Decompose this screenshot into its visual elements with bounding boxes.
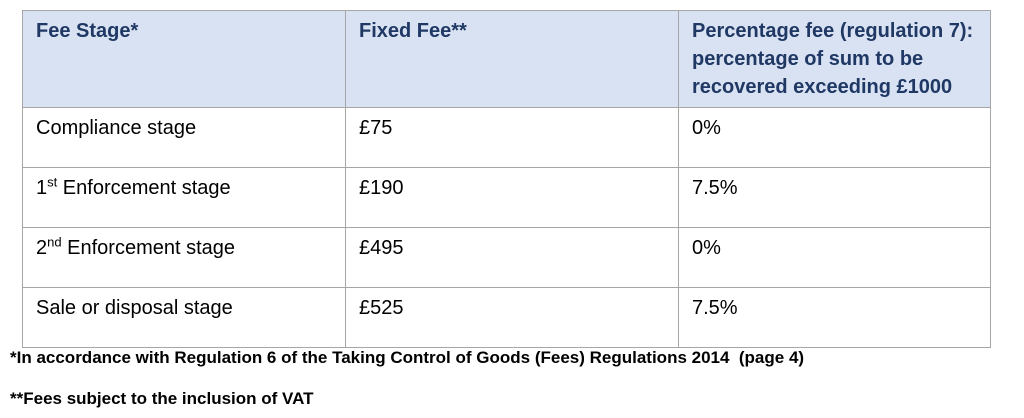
header-cell-fixed-fee: Fixed Fee** (345, 10, 679, 108)
cell-stage-compliance: Compliance stage (22, 107, 346, 168)
table-row: 2nd Enforcement stage £495 0% (22, 227, 991, 288)
table-header-row: Fee Stage* Fixed Fee** Percentage fee (r… (22, 10, 991, 108)
table-row: Compliance stage £75 0% (22, 107, 991, 168)
table-row: 1st Enforcement stage £190 7.5% (22, 167, 991, 228)
cell-stage-second-enforcement: 2nd Enforcement stage (22, 227, 346, 288)
stage-text-rest: Enforcement stage (61, 237, 236, 259)
cell-stage-sale-disposal: Sale or disposal stage (22, 287, 346, 348)
stage-text: 1 (36, 177, 48, 199)
cell-fixed-fee-second-enforcement: £495 (345, 227, 679, 288)
table-row: Sale or disposal stage £525 7.5% (22, 287, 991, 348)
cell-fixed-fee-sale-disposal: £525 (345, 287, 679, 348)
cell-percentage-second-enforcement: 0% (678, 227, 991, 288)
stage-text: Sale or disposal stage (36, 297, 233, 319)
cell-stage-first-enforcement: 1st Enforcement stage (22, 167, 346, 228)
stage-ordinal-suffix: nd (47, 234, 62, 250)
stage-ordinal-suffix: st (47, 174, 58, 190)
stage-text-rest: Enforcement stage (57, 177, 231, 199)
header-cell-fee-stage: Fee Stage* (22, 10, 346, 108)
footnote-regulation: *In accordance with Regulation 6 of the … (10, 348, 805, 367)
cell-percentage-first-enforcement: 7.5% (678, 167, 991, 228)
footnotes-section: *In accordance with Regulation 6 of the … (10, 348, 1010, 409)
footnote-vat: **Fees subject to the inclusion of VAT (10, 389, 314, 408)
cell-fixed-fee-compliance: £75 (345, 107, 679, 168)
header-cell-percentage-fee: Percentage fee (regulation 7): percentag… (678, 10, 991, 108)
cell-fixed-fee-first-enforcement: £190 (345, 167, 679, 228)
cell-percentage-sale-disposal: 7.5% (678, 287, 991, 348)
stage-text: Compliance stage (36, 117, 197, 139)
stage-text: 2 (36, 237, 48, 259)
cell-percentage-compliance: 0% (678, 107, 991, 168)
fee-stage-table: Fee Stage* Fixed Fee** Percentage fee (r… (22, 10, 991, 348)
